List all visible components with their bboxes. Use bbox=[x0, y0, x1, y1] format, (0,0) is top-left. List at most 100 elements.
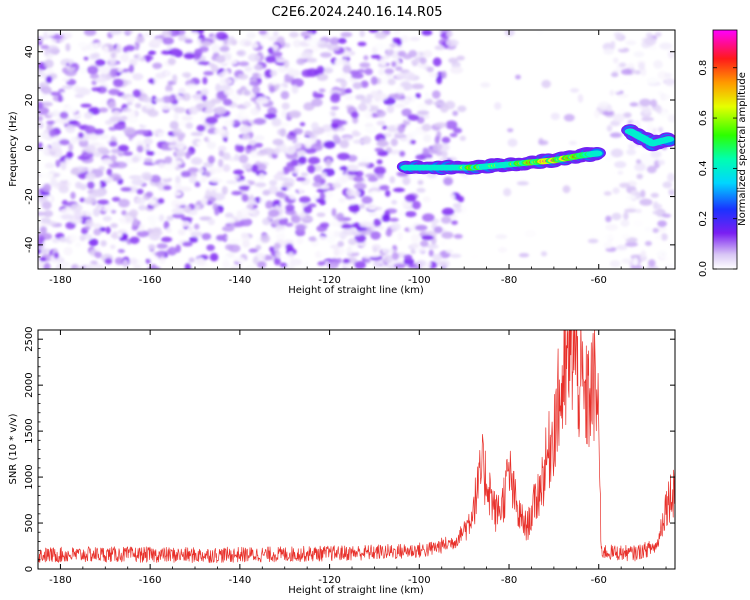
heatmap-noise-blob bbox=[359, 203, 365, 209]
heatmap-noise-blob bbox=[432, 253, 443, 262]
heatmap-noise-blob bbox=[646, 265, 659, 269]
heatmap-noise-blob bbox=[421, 234, 434, 241]
heatmap-noise-blob bbox=[388, 93, 399, 99]
heatmap-noise-blob bbox=[92, 151, 103, 158]
heatmap-noise-blob bbox=[416, 187, 426, 193]
heatmap-noise-blob bbox=[141, 145, 152, 151]
heatmap-noise-blob bbox=[98, 107, 109, 113]
heatmap-noise-blob bbox=[414, 246, 428, 253]
snr-x-axis: -180 -160 -140 -120 -100 -80 -60 bbox=[37, 330, 667, 586]
heatmap-noise-blob bbox=[101, 158, 114, 165]
heatmap-noise-blob bbox=[269, 85, 275, 94]
heatmap-noise-blob bbox=[284, 232, 297, 240]
heatmap-noise-blob bbox=[52, 48, 59, 55]
heatmap-noise-blob bbox=[242, 213, 250, 220]
heatmap-noise-blob bbox=[174, 107, 186, 114]
heatmap-noise-blob bbox=[273, 173, 283, 181]
heatmap-noise-blob bbox=[188, 236, 199, 243]
heatmap-noise-blob bbox=[383, 254, 393, 264]
heatmap-noise-blob bbox=[65, 206, 71, 213]
heatmap-noise-blob bbox=[411, 83, 425, 90]
heatmap-noise-blob bbox=[219, 84, 231, 91]
heatmap-noise-blob bbox=[306, 222, 315, 229]
heatmap-noise-blob bbox=[162, 37, 174, 45]
heatmap-noise-blob bbox=[260, 39, 273, 48]
heatmap-noise-blob bbox=[386, 48, 394, 57]
y-tick-label: 40 bbox=[24, 45, 35, 58]
heatmap-noise-blob bbox=[364, 68, 373, 76]
heatmap-noise-blob bbox=[393, 263, 406, 269]
heatmap-noise-blob bbox=[77, 41, 88, 48]
y-tick-label: 0 bbox=[24, 145, 35, 151]
heatmap-track-core bbox=[663, 136, 675, 143]
heatmap-noise-blob bbox=[370, 76, 378, 86]
heatmap-noise-blob bbox=[254, 182, 267, 188]
heatmap-noise-blob bbox=[38, 71, 47, 78]
heatmap-noise-blob bbox=[342, 258, 351, 264]
heatmap-noise-blob bbox=[289, 258, 303, 266]
heatmap-noise-blob bbox=[87, 65, 99, 75]
heatmap-noise-blob bbox=[662, 181, 673, 189]
heatmap-noise-blob bbox=[386, 104, 395, 114]
heatmap-noise-blob bbox=[52, 172, 61, 178]
heatmap-noise-blob bbox=[370, 54, 381, 59]
heatmap-noise-blob bbox=[320, 52, 332, 58]
heatmap-noise-blob bbox=[69, 234, 78, 243]
heatmap-noise-blob bbox=[133, 54, 139, 59]
heatmap-noise-blob bbox=[623, 211, 629, 221]
heatmap-noise-blob bbox=[216, 38, 224, 46]
heatmap-noise-blob bbox=[160, 172, 172, 180]
heatmap-noise-blob bbox=[385, 228, 392, 237]
heatmap-noise-blob bbox=[250, 97, 257, 102]
heatmap-noise-blob bbox=[304, 138, 312, 146]
heatmap-noise-blob bbox=[346, 246, 354, 255]
heatmap-noise-blob bbox=[503, 188, 512, 197]
heatmap-noise-blob bbox=[117, 67, 124, 73]
heatmap-noise-blob bbox=[143, 174, 153, 181]
heatmap-noise-blob bbox=[108, 59, 117, 65]
heatmap-noise-blob bbox=[111, 196, 121, 202]
heatmap-noise-blob bbox=[316, 65, 325, 73]
heatmap-noise-blob bbox=[198, 167, 205, 174]
heatmap-noise bbox=[38, 30, 675, 269]
heatmap-noise-blob bbox=[258, 172, 265, 180]
heatmap-noise-blob bbox=[79, 197, 86, 203]
heatmap-noise-blob bbox=[307, 156, 321, 165]
heatmap-noise-blob bbox=[129, 209, 139, 218]
heatmap-noise-blob bbox=[646, 165, 657, 174]
x-tick-label: -180 bbox=[49, 275, 72, 286]
heatmap-noise-blob bbox=[234, 175, 240, 180]
heatmap-noise-blob bbox=[152, 129, 166, 136]
heatmap-noise-blob bbox=[78, 260, 87, 266]
heatmap-noise-blob bbox=[440, 103, 449, 113]
heatmap-noise-blob bbox=[664, 78, 675, 87]
heatmap-noise-blob bbox=[315, 236, 328, 241]
heatmap-noise-blob bbox=[238, 259, 249, 265]
heatmap-noise-blob bbox=[91, 87, 102, 92]
heatmap-noise-blob bbox=[242, 162, 252, 170]
heatmap-noise-blob bbox=[424, 98, 434, 106]
heatmap-noise-blob bbox=[372, 246, 378, 254]
heatmap-noise-blob bbox=[285, 243, 294, 252]
heatmap-noise-blob bbox=[90, 42, 99, 52]
heatmap-noise-blob bbox=[301, 69, 314, 78]
heatmap-noise-blob bbox=[353, 176, 364, 182]
heatmap-noise-blob bbox=[626, 62, 635, 69]
heatmap-noise-blob bbox=[222, 98, 233, 106]
heatmap-noise-blob bbox=[83, 56, 89, 61]
heatmap-noise-blob bbox=[260, 234, 271, 243]
heatmap-noise-blob bbox=[88, 238, 99, 247]
colorbar-tick-label: 0.2 bbox=[698, 211, 709, 227]
heatmap-noise-blob bbox=[360, 230, 372, 236]
heatmap-noise-blob bbox=[448, 57, 458, 64]
heatmap-noise-blob bbox=[109, 68, 117, 77]
heatmap-noise-blob bbox=[296, 58, 306, 65]
heatmap-noise-blob bbox=[289, 31, 299, 38]
heatmap-noise-blob bbox=[194, 48, 203, 58]
heatmap-noise-blob bbox=[409, 36, 420, 42]
heatmap-noise-blob bbox=[283, 59, 290, 69]
heatmap-noise-blob bbox=[251, 164, 259, 174]
colorbar: 0.0 0.2 0.4 0.6 0.8 Normalized spectral ampl… bbox=[698, 29, 748, 277]
heatmap-noise-blob bbox=[387, 78, 396, 86]
heatmap-noise-blob bbox=[346, 164, 359, 172]
